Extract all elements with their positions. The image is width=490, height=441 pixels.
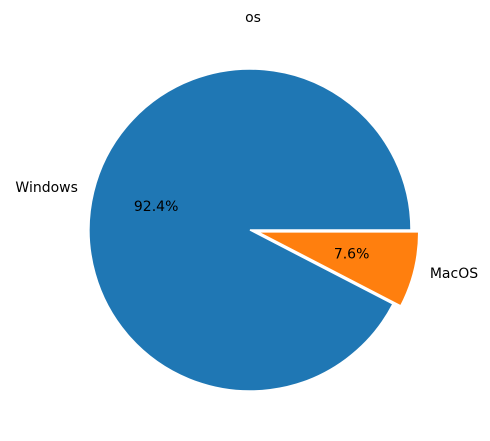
pie-slice-macos: [257, 231, 420, 307]
pie-category-label-macos: MacOS: [430, 266, 478, 282]
pie-slices: [88, 68, 420, 392]
pie-labels: 92.4% Windows 7.6% MacOS: [15, 180, 478, 282]
chart-title: os: [245, 10, 261, 26]
pie-percent-label-windows: 92.4%: [134, 199, 178, 215]
pie-percent-label-macos: 7.6%: [334, 247, 370, 263]
pie-category-label-windows: Windows: [15, 180, 78, 196]
pie-slice-windows: [88, 68, 412, 392]
